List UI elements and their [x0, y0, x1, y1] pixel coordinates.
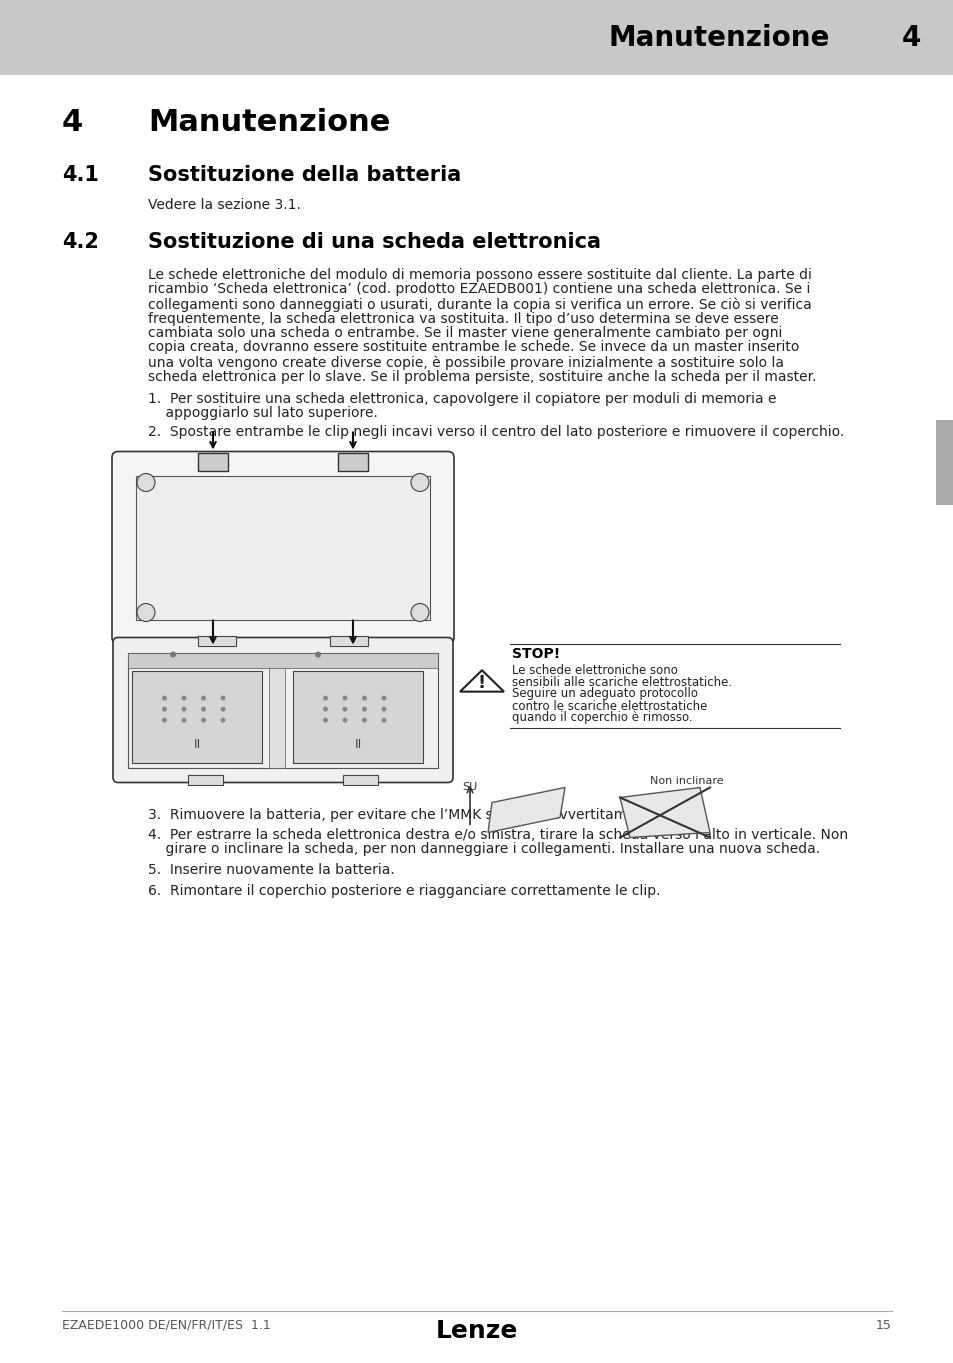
- Bar: [198, 635, 235, 646]
- Circle shape: [220, 695, 225, 701]
- Text: II: II: [193, 737, 200, 751]
- Text: cambiata solo una scheda o entrambe. Se il master viene generalmente cambiato pe: cambiata solo una scheda o entrambe. Se …: [148, 326, 781, 339]
- Text: appoggiarlo sul lato superiore.: appoggiarlo sul lato superiore.: [148, 406, 377, 421]
- Circle shape: [162, 718, 167, 722]
- Circle shape: [201, 718, 206, 722]
- Bar: [330, 635, 368, 646]
- Circle shape: [342, 695, 347, 701]
- Bar: [132, 671, 262, 762]
- Text: una volta vengono create diverse copie, è possibile provare inizialmente a sosti: una volta vengono create diverse copie, …: [148, 354, 783, 369]
- Circle shape: [137, 604, 154, 622]
- Text: 1.  Per sostituire una scheda elettronica, capovolgere il copiatore per moduli d: 1. Per sostituire una scheda elettronica…: [148, 393, 776, 406]
- Circle shape: [181, 718, 186, 722]
- Circle shape: [220, 718, 225, 722]
- Text: 5.  Inserire nuovamente la batteria.: 5. Inserire nuovamente la batteria.: [148, 863, 395, 876]
- Circle shape: [342, 718, 347, 722]
- Circle shape: [342, 706, 347, 711]
- Circle shape: [314, 652, 320, 657]
- Text: EZAEDE1000 DE/EN/FR/IT/ES  1.1: EZAEDE1000 DE/EN/FR/IT/ES 1.1: [62, 1319, 271, 1332]
- Circle shape: [162, 706, 167, 711]
- Bar: [269, 653, 285, 767]
- Circle shape: [162, 695, 167, 701]
- Circle shape: [361, 695, 367, 701]
- Text: 4: 4: [901, 23, 920, 52]
- Text: Sostituzione della batteria: Sostituzione della batteria: [148, 165, 460, 185]
- Circle shape: [361, 718, 367, 722]
- Text: 4: 4: [62, 108, 83, 138]
- Polygon shape: [488, 788, 564, 833]
- Bar: [343, 774, 377, 785]
- Circle shape: [323, 695, 328, 701]
- Text: collegamenti sono danneggiati o usurati, durante la copia si verifica un errore.: collegamenti sono danneggiati o usurati,…: [148, 297, 811, 312]
- Polygon shape: [619, 788, 709, 837]
- Text: Vedere la sezione 3.1.: Vedere la sezione 3.1.: [148, 198, 300, 213]
- Text: Manutenzione: Manutenzione: [148, 108, 390, 138]
- Text: Non inclinare: Non inclinare: [649, 776, 723, 785]
- Circle shape: [181, 706, 186, 711]
- Text: 3.  Rimuovere la batteria, per evitare che l’MMK si avvii inavvertitamente.: 3. Rimuovere la batteria, per evitare ch…: [148, 807, 662, 822]
- Circle shape: [381, 718, 386, 722]
- Circle shape: [201, 706, 206, 711]
- Text: Le schede elettroniche del modulo di memoria possono essere sostituite dal clien: Le schede elettroniche del modulo di mem…: [148, 269, 811, 282]
- Circle shape: [181, 695, 186, 701]
- Circle shape: [170, 652, 175, 657]
- Text: scheda elettronica per lo slave. Se il problema persiste, sostituire anche la sc: scheda elettronica per lo slave. Se il p…: [148, 369, 816, 383]
- Text: Seguire un adeguato protocollo: Seguire un adeguato protocollo: [512, 687, 698, 701]
- Circle shape: [381, 706, 386, 711]
- Circle shape: [361, 706, 367, 711]
- Text: 4.2: 4.2: [62, 232, 99, 252]
- Bar: [0, 0, 953, 75]
- Circle shape: [411, 604, 429, 622]
- Text: 15: 15: [875, 1319, 891, 1332]
- Bar: [188, 774, 223, 785]
- FancyBboxPatch shape: [112, 451, 454, 643]
- Text: frequentemente, la scheda elettronica va sostituita. Il tipo d’uso determina se : frequentemente, la scheda elettronica va…: [148, 312, 778, 326]
- Text: ricambio ‘Scheda elettronica’ (cod. prodotto EZAEDB001) contiene una scheda elet: ricambio ‘Scheda elettronica’ (cod. prod…: [148, 282, 809, 297]
- Text: Manutenzione: Manutenzione: [608, 23, 829, 52]
- Text: quando il coperchio è rimosso.: quando il coperchio è rimosso.: [512, 711, 692, 725]
- Text: Sostituzione di una scheda elettronica: Sostituzione di una scheda elettronica: [148, 232, 600, 252]
- Text: sensibili alle scariche elettrostatiche.: sensibili alle scariche elettrostatiche.: [512, 676, 731, 688]
- Text: 2.  Spostare entrambe le clip negli incavi verso il centro del lato posteriore e: 2. Spostare entrambe le clip negli incav…: [148, 425, 843, 439]
- Text: SU: SU: [461, 782, 476, 792]
- Bar: [337, 453, 368, 470]
- Circle shape: [381, 695, 386, 701]
- Bar: [293, 671, 422, 762]
- Text: 4.1: 4.1: [62, 165, 99, 185]
- Bar: [128, 653, 437, 668]
- Text: II: II: [354, 737, 361, 751]
- Bar: [198, 453, 228, 470]
- Circle shape: [201, 695, 206, 701]
- Text: Le schede elettroniche sono: Le schede elettroniche sono: [512, 664, 678, 676]
- Circle shape: [137, 473, 154, 492]
- FancyBboxPatch shape: [112, 638, 453, 782]
- Text: !: !: [477, 675, 485, 692]
- Circle shape: [411, 473, 429, 492]
- Text: Lenze: Lenze: [436, 1319, 517, 1343]
- Circle shape: [323, 718, 328, 722]
- Circle shape: [220, 706, 225, 711]
- Bar: [136, 476, 430, 620]
- Text: contro le scariche elettrostatiche: contro le scariche elettrostatiche: [512, 699, 706, 713]
- Polygon shape: [459, 671, 503, 691]
- Text: STOP!: STOP!: [512, 647, 559, 661]
- Text: 4.  Per estrarre la scheda elettronica destra e/o sinistra, tirare la scheda ver: 4. Per estrarre la scheda elettronica de…: [148, 827, 847, 842]
- Text: girare o inclinare la scheda, per non danneggiare i collegamenti. Installare una: girare o inclinare la scheda, per non da…: [148, 842, 820, 856]
- Bar: [935, 420, 953, 506]
- Bar: [128, 653, 437, 767]
- Text: 6.  Rimontare il coperchio posteriore e riagganciare correttamente le clip.: 6. Rimontare il coperchio posteriore e r…: [148, 883, 659, 897]
- Circle shape: [323, 706, 328, 711]
- Text: copia creata, dovranno essere sostituite entrambe le schede. Se invece da un mas: copia creata, dovranno essere sostituite…: [148, 341, 799, 354]
